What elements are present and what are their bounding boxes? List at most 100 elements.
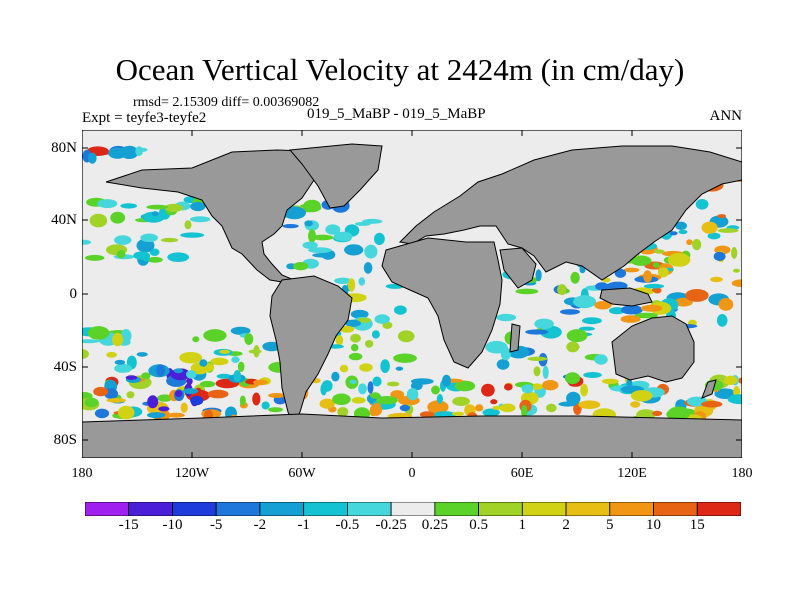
anomaly-patch <box>578 400 601 410</box>
anomaly-patch <box>515 288 539 295</box>
anomaly-patch <box>727 394 742 405</box>
anomaly-patch <box>654 249 665 254</box>
case-label: 019_5_MaBP - 019_5_MaBP <box>307 106 486 122</box>
colorbar-swatch <box>346 502 392 516</box>
colorbar-swatch <box>609 502 654 516</box>
colorbar-tick-label: -10 <box>162 517 183 533</box>
anomaly-patch <box>231 356 240 363</box>
anomaly-patch <box>481 383 495 397</box>
anomaly-patch <box>557 284 567 296</box>
colorbar-tick-label: 5 <box>606 517 614 533</box>
anomaly-patch <box>157 394 173 402</box>
colorbar-tick-label: 0.25 <box>421 517 449 533</box>
anomaly-patch <box>308 229 316 243</box>
anomaly-patch <box>84 397 99 408</box>
colorbar-tick-label: 10 <box>646 517 661 533</box>
anomaly-patch <box>190 201 206 212</box>
anomaly-patch <box>594 300 612 310</box>
anomaly-patch <box>151 211 159 217</box>
anomaly-patch <box>348 278 356 292</box>
anomaly-patch <box>369 404 383 416</box>
anomaly-patch <box>233 370 242 382</box>
anomaly-patch <box>675 221 687 230</box>
anomaly-patch <box>117 405 135 420</box>
anomaly-patch <box>566 341 580 353</box>
anomaly-patch <box>136 238 155 253</box>
anomaly-patch <box>335 335 344 346</box>
anomaly-patch <box>106 398 126 403</box>
anomaly-patch <box>452 396 470 406</box>
anomaly-patch <box>393 353 417 363</box>
anomaly-patch <box>380 359 390 373</box>
anomaly-patch <box>431 385 440 395</box>
anomaly-patch <box>542 380 559 391</box>
anomaly-patch <box>504 383 513 391</box>
lon-label-180e: 180 <box>731 466 753 481</box>
anomaly-patch <box>695 199 709 210</box>
anomaly-patch <box>527 356 548 361</box>
anomaly-patch <box>686 239 693 246</box>
anomaly-patch <box>723 375 738 385</box>
anomaly-patch <box>369 392 381 399</box>
colorbar-tick-label: -2 <box>253 517 267 533</box>
anomaly-patch <box>85 254 105 261</box>
anomaly-patch <box>570 271 580 284</box>
lat-label-40s: 40S <box>53 359 77 375</box>
anomaly-patch <box>180 232 205 238</box>
anomaly-patch <box>364 244 378 259</box>
south-america <box>269 275 353 428</box>
anomaly-patch <box>308 247 332 254</box>
lon-label-180w: 180 <box>71 466 93 481</box>
lon-label-0: 0 <box>408 466 416 481</box>
anomaly-patch <box>203 329 227 342</box>
anomaly-patch <box>161 237 179 243</box>
anomaly-patch <box>173 368 184 374</box>
madagascar <box>509 323 521 353</box>
anomaly-patch <box>106 351 117 358</box>
anomaly-patch <box>717 228 739 233</box>
anomaly-patch <box>716 314 728 327</box>
anomaly-patch <box>114 363 133 373</box>
anomaly-patch <box>521 384 534 394</box>
anomaly-patch <box>332 393 351 406</box>
anomaly-patch <box>707 232 721 240</box>
anomaly-patch <box>82 349 89 359</box>
anomaly-patch <box>667 253 691 267</box>
anomaly-patch <box>496 313 517 322</box>
anomaly-patch <box>126 391 135 399</box>
anomaly-patch <box>701 221 718 234</box>
anomaly-patch <box>140 233 158 243</box>
anomaly-patch <box>147 256 163 263</box>
anomaly-patch <box>500 347 511 361</box>
anomaly-patch <box>658 267 669 278</box>
anomaly-patch <box>624 267 640 273</box>
colorbar-swatch <box>303 502 348 516</box>
lat-label-40n: 40N <box>51 212 77 228</box>
anomaly-patch <box>304 220 313 227</box>
anomaly-patch <box>312 253 333 258</box>
anomaly-patch <box>207 389 229 399</box>
eurasia <box>398 145 742 281</box>
lon-label-120w: 120W <box>174 466 210 481</box>
anomaly-patch <box>186 370 197 379</box>
anomaly-patch <box>692 239 702 251</box>
anomaly-patch <box>331 371 340 382</box>
anomaly-patch <box>359 363 373 372</box>
anomaly-patch <box>135 146 143 156</box>
anomaly-patch <box>110 211 126 224</box>
colorbar-swatch <box>478 502 523 516</box>
anomaly-patch <box>142 211 165 223</box>
anomaly-patch <box>546 403 557 413</box>
anomaly-patch <box>237 361 245 372</box>
anomaly-patch <box>96 150 111 155</box>
anomaly-patch <box>149 248 160 256</box>
colorbar-swatch <box>215 502 261 516</box>
anomaly-patch <box>97 199 118 209</box>
anomaly-patch <box>319 398 335 409</box>
lon-label-60w: 60W <box>288 466 316 481</box>
anomaly-patch <box>630 401 641 408</box>
colorbar-swatch <box>565 502 611 516</box>
anomaly-patch <box>620 305 643 315</box>
colorbar-swatch <box>653 502 698 516</box>
colorbar-swatch <box>85 502 130 516</box>
